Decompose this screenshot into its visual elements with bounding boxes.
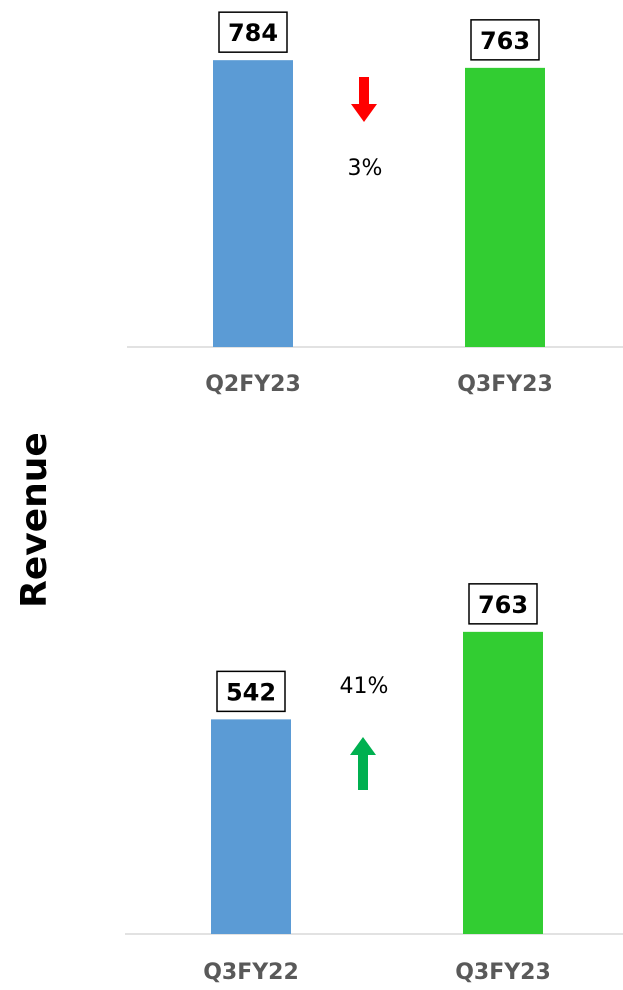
bar-q3fy23: [465, 67, 545, 347]
bar-q3fy23: [463, 631, 543, 934]
arrow-up-icon: [350, 737, 376, 790]
data-label: 763: [478, 591, 528, 619]
change-percent: 3%: [348, 156, 383, 181]
charts-container: 784 Q2FY23 763 Q3FY23 3% 542 Q3FY22 763 Q3FY23 41…: [125, 11, 623, 985]
chart-1: 784 Q2FY23 763 Q3FY23 3%: [127, 11, 623, 397]
data-label-box: [216, 670, 286, 713]
data-label: 542: [226, 678, 276, 706]
data-label: 763: [480, 27, 530, 55]
data-label-box: [470, 19, 540, 61]
data-label: 784: [228, 19, 278, 47]
category-label: Q3FY22: [203, 960, 299, 985]
bar-q2fy23: [213, 60, 293, 348]
bar-q3fy22: [211, 719, 291, 934]
y-axis-label: Revenue: [14, 432, 55, 608]
category-label: Q2FY23: [205, 372, 301, 397]
category-label: Q3FY23: [457, 372, 553, 397]
data-label-box: [218, 11, 288, 53]
change-percent: 41%: [340, 674, 389, 699]
arrow-down-icon: [351, 77, 377, 122]
data-label-box: [468, 583, 538, 625]
category-label: Q3FY23: [455, 960, 551, 985]
chart-2: 542 Q3FY22 763 Q3FY23 41%: [125, 583, 623, 985]
